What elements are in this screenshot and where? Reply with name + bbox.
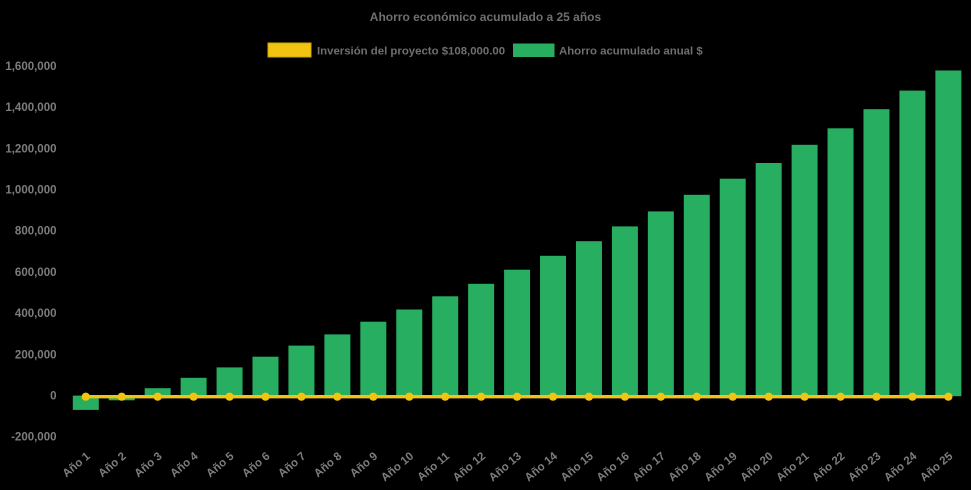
- svg-text:Ahorro económico acumulado a 2: Ahorro económico acumulado a 25 años: [370, 10, 602, 24]
- svg-text:1,000,000: 1,000,000: [5, 185, 56, 197]
- svg-text:0: 0: [50, 391, 56, 403]
- svg-text:600,000: 600,000: [15, 267, 57, 279]
- svg-text:1,400,000: 1,400,000: [5, 102, 56, 114]
- svg-text:1,200,000: 1,200,000: [5, 143, 56, 155]
- svg-text:1,600,000: 1,600,000: [5, 61, 56, 73]
- svg-text:400,000: 400,000: [15, 308, 57, 320]
- svg-text:200,000: 200,000: [15, 349, 57, 361]
- svg-text:Inversión del proyecto $108,00: Inversión del proyecto $108,000.00: [317, 46, 505, 58]
- svg-text:Ahorro acumulado anual $: Ahorro acumulado anual $: [559, 46, 703, 58]
- svg-text:-200,000: -200,000: [11, 432, 56, 444]
- svg-text:800,000: 800,000: [15, 226, 57, 238]
